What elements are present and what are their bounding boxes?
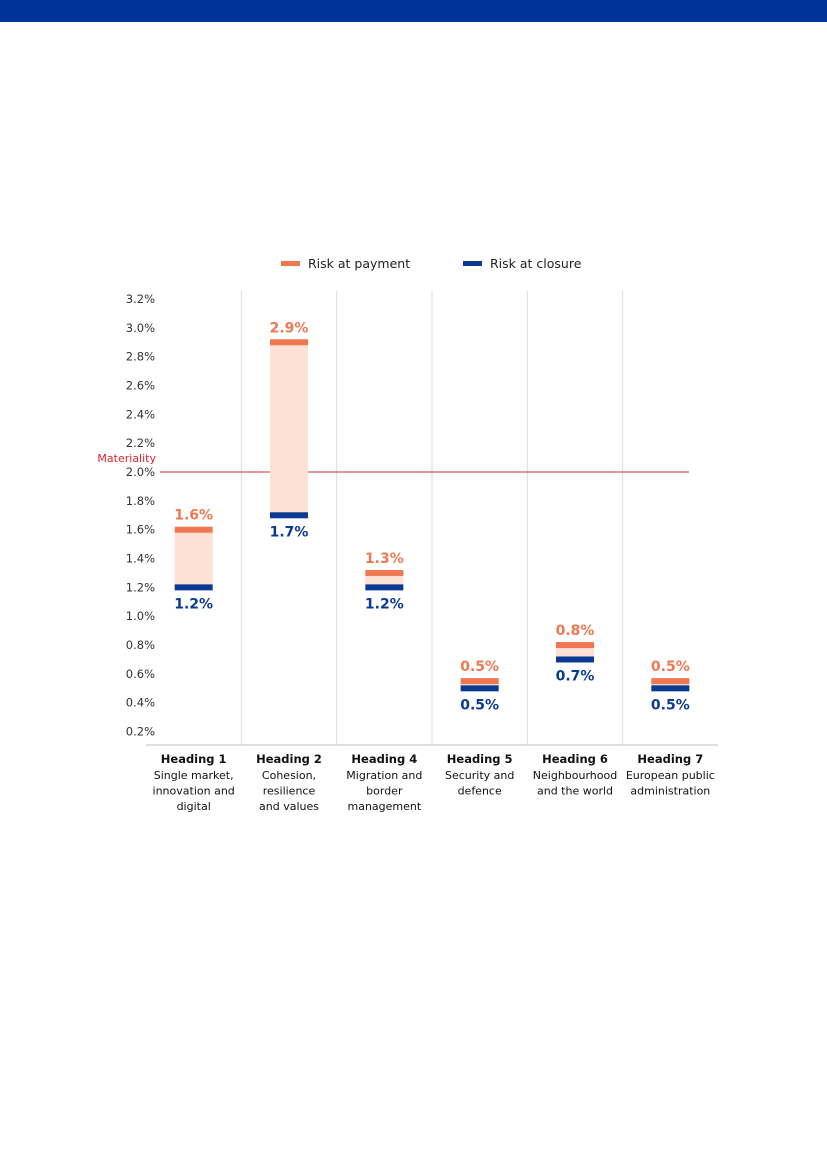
category-description: border xyxy=(366,785,403,798)
category-description: Cohesion, xyxy=(262,769,316,782)
range-band xyxy=(651,681,690,689)
category-description: and values xyxy=(259,800,319,813)
y-tick-label: 1.2% xyxy=(126,580,155,594)
y-tick-label: 2.0% xyxy=(126,465,155,479)
closure-value-label: 1.2% xyxy=(174,596,213,612)
category-description: Single market, xyxy=(154,769,234,782)
y-tick-label: 2.4% xyxy=(126,407,155,421)
y-tick-label: 1.8% xyxy=(126,494,155,508)
closure-value-label: 0.5% xyxy=(651,697,690,713)
y-tick-label: 1.4% xyxy=(126,552,155,566)
y-tick-label: 1.0% xyxy=(126,609,155,623)
payment-value-label: 1.6% xyxy=(174,508,213,524)
category-heading: Heading 7 xyxy=(637,752,703,766)
payment-marker xyxy=(365,569,404,576)
y-tick-label: 2.6% xyxy=(126,379,155,393)
payment-marker xyxy=(270,339,308,346)
closure-marker xyxy=(174,584,213,591)
category-description: resilience xyxy=(263,785,316,798)
legend-label-payment: Risk at payment xyxy=(308,256,410,271)
category-description: digital xyxy=(177,800,211,813)
category-description: Migration and xyxy=(346,769,422,782)
closure-value-label: 0.7% xyxy=(556,668,595,684)
category-description: Neighbourhood xyxy=(533,769,617,782)
closure-marker xyxy=(365,584,404,591)
y-tick-label: 2.8% xyxy=(126,350,155,364)
y-tick-label: 3.2% xyxy=(126,292,155,306)
category-heading: Heading 1 xyxy=(161,752,227,766)
closure-value-label: 1.7% xyxy=(270,524,309,540)
y-tick-label: 1.6% xyxy=(126,523,155,537)
closure-value-label: 0.5% xyxy=(460,697,499,713)
payment-marker xyxy=(651,678,690,685)
category-description: administration xyxy=(630,785,710,798)
range-band xyxy=(556,645,594,660)
y-tick-label: 2.2% xyxy=(126,436,155,450)
category-description: innovation and xyxy=(153,785,235,798)
payment-value-label: 0.8% xyxy=(556,623,595,639)
range-band xyxy=(174,529,213,588)
y-tick-label: 0.6% xyxy=(126,667,155,681)
range-band xyxy=(365,572,404,588)
category-heading: Heading 4 xyxy=(351,752,417,766)
category-heading: Heading 2 xyxy=(256,752,322,766)
category-description: management xyxy=(347,800,421,813)
closure-marker xyxy=(651,685,690,692)
closure-marker xyxy=(270,512,308,519)
y-tick-label: 3.0% xyxy=(126,321,155,335)
category-heading: Heading 5 xyxy=(447,752,513,766)
closure-value-label: 1.2% xyxy=(365,596,404,612)
legend-swatch-closure xyxy=(463,261,482,266)
closure-marker xyxy=(460,685,499,692)
closure-marker xyxy=(556,656,594,663)
top-banner xyxy=(0,0,827,22)
category-description: defence xyxy=(458,785,502,798)
category-description: Security and xyxy=(445,769,514,782)
payment-value-label: 1.3% xyxy=(365,551,404,567)
payment-value-label: 0.5% xyxy=(651,659,690,675)
payment-value-label: 2.9% xyxy=(270,320,309,336)
category-description: and the world xyxy=(537,785,613,798)
y-tick-label: 0.2% xyxy=(126,725,155,739)
legend-label-closure: Risk at closure xyxy=(490,256,582,271)
range-band xyxy=(270,342,308,516)
payment-marker xyxy=(556,642,594,649)
y-tick-label: 0.4% xyxy=(126,696,155,710)
category-description: European public xyxy=(626,769,715,782)
materiality-label: Materiality xyxy=(97,452,156,465)
payment-marker xyxy=(460,678,499,685)
y-tick-label: 0.8% xyxy=(126,638,155,652)
range-band xyxy=(460,681,499,689)
legend-swatch-payment xyxy=(281,261,300,266)
category-heading: Heading 6 xyxy=(542,752,608,766)
payment-value-label: 0.5% xyxy=(460,659,499,675)
payment-marker xyxy=(174,526,213,533)
